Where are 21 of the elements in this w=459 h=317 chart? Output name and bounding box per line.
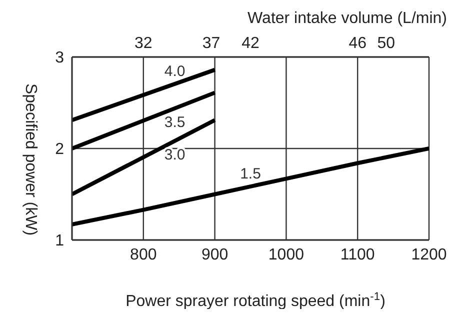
text: 50 <box>377 35 396 52</box>
line-series <box>72 146 429 226</box>
text: 42 <box>242 35 260 52</box>
series-label: 1.5 <box>240 165 261 182</box>
text: 37 <box>202 35 220 52</box>
y-axis-title: Specified power (kW) <box>22 83 39 236</box>
series-label: 4.0 <box>164 62 186 80</box>
series-label: 3.5 <box>164 114 186 131</box>
y-tick-label: 3 <box>55 50 64 67</box>
y-tick-label: 1 <box>55 232 64 250</box>
x-tick-label: 1000 <box>268 246 304 264</box>
series-label: 3.0 <box>164 146 186 164</box>
y-tick-label: 2 <box>55 141 64 158</box>
text: 46 <box>348 35 367 52</box>
x-tick-label: 800 <box>130 246 157 264</box>
text: 32 <box>134 35 152 52</box>
x-axis-title: Power sprayer rotating speed (min$^{-1}$) <box>126 291 386 310</box>
x-tick-label: 900 <box>201 246 228 264</box>
x2-axis-title: Water intake volume (L/min) <box>248 10 447 27</box>
x-tick-label: 1100 <box>340 246 375 264</box>
x-tick-label: 1200 <box>411 246 447 264</box>
